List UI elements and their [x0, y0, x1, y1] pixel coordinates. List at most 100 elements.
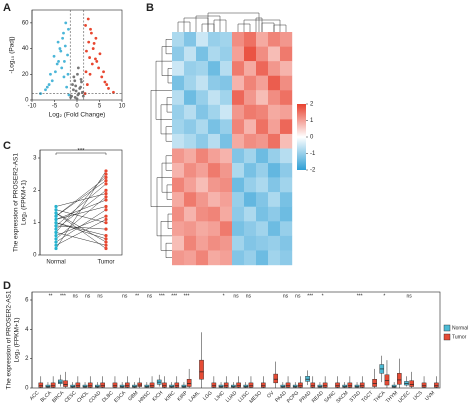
heat-cell — [196, 206, 209, 222]
x-tick-label: THYM — [385, 390, 399, 404]
point — [45, 85, 49, 89]
significance: ** — [49, 293, 53, 299]
point — [97, 66, 100, 70]
box — [100, 382, 105, 388]
point — [94, 36, 98, 40]
heat-cell — [280, 75, 293, 91]
y-tick-label: 0 — [33, 253, 37, 259]
heat-cell — [244, 192, 257, 207]
sig-bracket — [55, 152, 107, 155]
point — [107, 87, 110, 90]
box — [391, 384, 397, 388]
heat-cell — [268, 250, 281, 266]
heat-cell — [184, 206, 197, 222]
heat-cell — [244, 163, 257, 178]
x-tick-label: 10 — [119, 104, 126, 110]
box — [298, 382, 303, 388]
box — [149, 382, 155, 388]
point — [54, 243, 58, 247]
heat-cell — [184, 163, 197, 178]
heat-cell — [244, 148, 257, 164]
x-tick-label: LGG — [202, 390, 214, 402]
box — [137, 382, 142, 387]
dendrogram — [150, 90, 172, 207]
heat-cell — [232, 119, 245, 135]
point — [104, 182, 108, 186]
pair-line — [55, 212, 107, 243]
heat-cell — [244, 206, 257, 222]
box — [95, 384, 100, 388]
heat-cell — [268, 75, 281, 91]
point — [61, 36, 64, 40]
significance: ns — [85, 293, 91, 299]
heat-cell — [208, 163, 221, 178]
heat-cell — [280, 250, 293, 266]
point — [54, 70, 57, 74]
pair-line — [55, 206, 107, 220]
heat-cell — [196, 148, 209, 164]
heat-cell — [196, 163, 209, 178]
heat-cell — [256, 221, 269, 237]
point — [104, 204, 108, 209]
point — [81, 94, 85, 98]
heat-cell — [172, 221, 185, 237]
heat-cell — [208, 235, 221, 251]
heat-cell — [256, 235, 269, 251]
box — [181, 384, 187, 388]
box — [305, 376, 310, 382]
point — [60, 66, 64, 70]
y-tick-label: 0 — [25, 98, 29, 104]
heat-cell — [196, 133, 209, 149]
heat-cell — [232, 75, 245, 91]
point — [104, 221, 108, 225]
heat-cell — [172, 90, 185, 106]
box — [310, 382, 316, 388]
plot-frame — [39, 149, 123, 256]
panel-label: B — [146, 2, 154, 14]
pair-line — [55, 219, 107, 246]
box — [218, 384, 224, 388]
point — [62, 31, 65, 35]
significance: *** — [357, 293, 363, 299]
heat-cell — [220, 192, 233, 207]
heat-cell — [244, 221, 257, 237]
point — [104, 172, 108, 176]
heat-cell — [232, 46, 245, 62]
significance: *** — [171, 293, 177, 299]
heat-cell — [244, 46, 257, 62]
heat-cell — [184, 90, 197, 106]
x-tick-label: MESO — [248, 390, 263, 405]
x-tick-label: THCA — [373, 390, 387, 404]
heat-cell — [280, 206, 293, 222]
heat-cell — [220, 75, 233, 91]
heat-cell — [184, 133, 197, 149]
point — [63, 60, 66, 63]
legend-swatch — [443, 324, 451, 332]
heat-cell — [232, 177, 245, 193]
heat-cell — [268, 192, 281, 207]
x-tick-label: UCS — [412, 390, 424, 402]
heat-cell — [196, 221, 209, 237]
heat-cell — [208, 90, 221, 106]
box — [75, 382, 81, 388]
box — [70, 384, 75, 388]
legend-swatch — [443, 333, 451, 341]
heat-cell — [256, 148, 269, 164]
heat-cell — [256, 163, 269, 178]
box — [261, 382, 266, 388]
heat-cell — [256, 250, 269, 266]
heat-cell — [268, 119, 281, 135]
point — [76, 93, 80, 97]
heat-cell — [280, 133, 293, 149]
point — [59, 49, 63, 53]
heat-cell — [268, 206, 281, 222]
y-tick-label: 20 — [22, 72, 29, 78]
point — [54, 240, 58, 244]
y-axis-label: Log₂ (FPKM+1) — [14, 318, 21, 363]
heat-cell — [172, 46, 185, 62]
heat-cell — [256, 46, 269, 62]
box — [273, 373, 278, 384]
y-tick-label: 1 — [33, 220, 37, 226]
heat-cell — [268, 90, 281, 106]
pair-line — [55, 209, 107, 243]
